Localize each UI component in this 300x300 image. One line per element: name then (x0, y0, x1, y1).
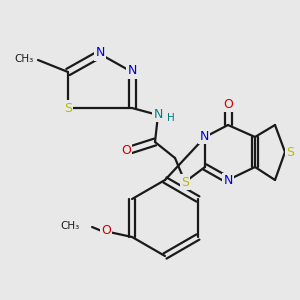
Text: N: N (153, 107, 163, 121)
Text: O: O (223, 98, 233, 110)
Text: O: O (101, 224, 111, 238)
Text: S: S (286, 146, 294, 158)
Text: CH₃: CH₃ (15, 54, 34, 64)
Text: N: N (95, 46, 105, 59)
Text: CH₃: CH₃ (61, 221, 80, 231)
Text: O: O (121, 143, 131, 157)
Text: N: N (127, 64, 137, 77)
Text: N: N (199, 130, 209, 142)
Text: N: N (223, 175, 233, 188)
Text: H: H (167, 113, 175, 123)
Text: S: S (64, 101, 72, 115)
Text: S: S (181, 176, 189, 188)
